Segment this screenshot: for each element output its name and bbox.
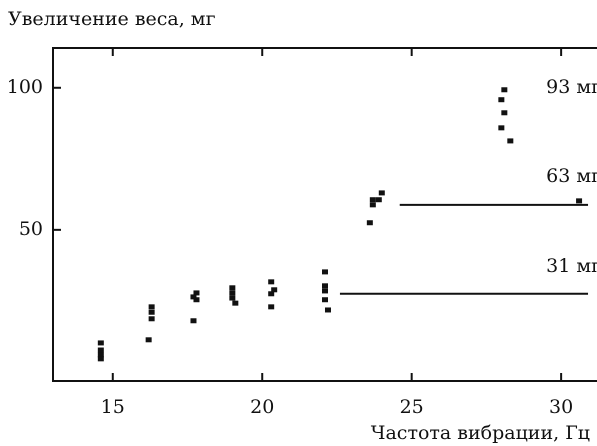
point	[193, 290, 200, 296]
point	[322, 283, 328, 289]
point	[145, 337, 152, 343]
point	[229, 295, 236, 301]
point	[190, 318, 197, 324]
point	[229, 290, 236, 296]
axes-frame	[52, 47, 597, 382]
annotation: 93 мг	[546, 76, 597, 98]
x-tick-label: 25	[400, 396, 424, 418]
point	[322, 297, 328, 303]
point	[576, 198, 583, 204]
point	[97, 340, 104, 346]
point	[501, 87, 508, 93]
y-tick-label: 100	[7, 76, 43, 98]
annotation: 63 мг	[546, 165, 597, 187]
point	[271, 287, 278, 293]
y-tick-label: 50	[19, 218, 43, 240]
annotation: 31 мг	[546, 255, 597, 277]
point	[232, 300, 239, 306]
point	[322, 288, 328, 294]
point	[268, 291, 275, 297]
point	[97, 352, 104, 358]
point	[501, 110, 508, 116]
point	[97, 356, 104, 362]
point	[190, 294, 197, 300]
point	[97, 347, 104, 353]
point	[507, 138, 514, 144]
point	[268, 304, 275, 310]
point	[375, 197, 382, 203]
point	[322, 269, 328, 275]
point	[369, 197, 376, 203]
x-tick-label: 15	[101, 396, 125, 418]
point	[148, 309, 155, 315]
point	[369, 202, 376, 208]
x-tick-label: 30	[549, 396, 573, 418]
x-tick-label: 20	[250, 396, 274, 418]
point	[148, 304, 155, 310]
point	[229, 285, 236, 291]
point	[193, 297, 200, 303]
point	[366, 220, 373, 226]
point	[324, 307, 331, 313]
point	[378, 190, 385, 196]
y-axis-label: Увеличение веса, мг	[8, 8, 216, 30]
x-axis-label: Частота вибрации, Гц	[371, 422, 590, 444]
point	[148, 316, 155, 322]
point	[498, 125, 505, 131]
point	[498, 97, 505, 103]
point	[268, 279, 275, 285]
